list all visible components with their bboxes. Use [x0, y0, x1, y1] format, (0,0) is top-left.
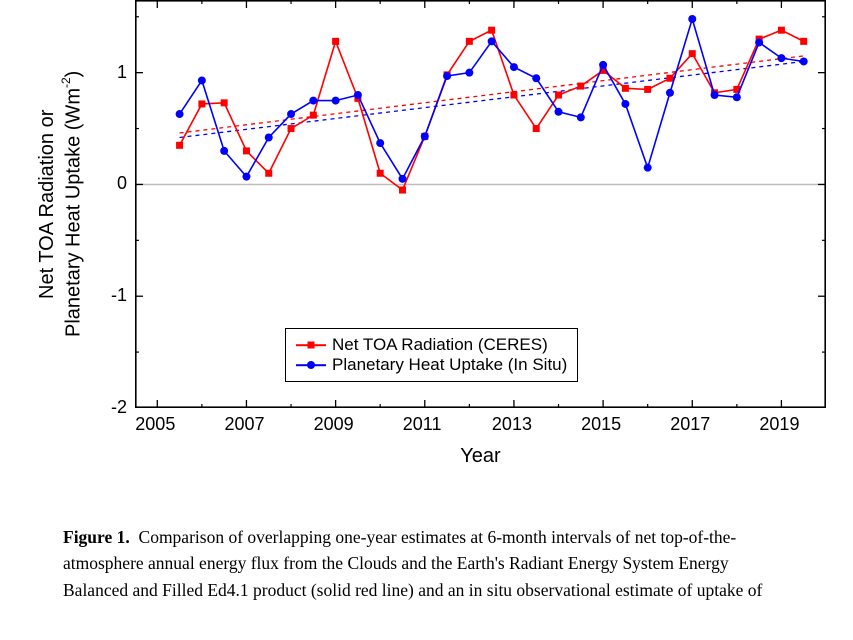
x-tick-label: 2009: [314, 414, 354, 435]
y-axis-label: Net TOA Radiation or Planetary Heat Upta…: [35, 0, 86, 408]
x-tick-label: 2017: [670, 414, 710, 435]
legend-label-insitu: Planetary Heat Uptake (In Situ): [332, 355, 567, 375]
figure-page: Net TOA Radiation or Planetary Heat Upta…: [0, 0, 853, 640]
legend-swatch-ceres: [296, 338, 326, 352]
x-tick-label: 2013: [492, 414, 532, 435]
figure-caption: Figure 1. Comparison of overlapping one-…: [63, 524, 793, 603]
x-tick-label: 2019: [759, 414, 799, 435]
legend-row-insitu: Planetary Heat Uptake (In Situ): [296, 355, 567, 375]
x-axis-label: Year: [135, 445, 826, 468]
legend-swatch-insitu: [296, 358, 326, 372]
y-tick-label: 1: [117, 62, 127, 83]
y-tick-label: -1: [111, 285, 127, 306]
y-tick-label: -2: [111, 397, 127, 418]
legend: Net TOA Radiation (CERES) Planetary Heat…: [285, 328, 578, 382]
x-tick-label: 2007: [224, 414, 264, 435]
x-tick-label: 2005: [135, 414, 175, 435]
caption-label: Figure 1.: [63, 527, 130, 547]
y-axis-label-suffix: ): [63, 71, 85, 78]
legend-label-ceres: Net TOA Radiation (CERES): [332, 335, 548, 355]
x-tick-label: 2015: [581, 414, 621, 435]
x-tick-label: 2011: [403, 414, 442, 435]
caption-text: Comparison of overlapping one-year estim…: [63, 527, 762, 600]
y-axis-label-line1: Net TOA Radiation or: [35, 109, 59, 298]
y-axis-label-sup: -2: [59, 78, 73, 89]
y-axis-label-line2: Planetary Heat Uptake (Wm: [63, 88, 85, 337]
legend-row-ceres: Net TOA Radiation (CERES): [296, 335, 567, 355]
y-tick-label: 0: [117, 173, 127, 194]
